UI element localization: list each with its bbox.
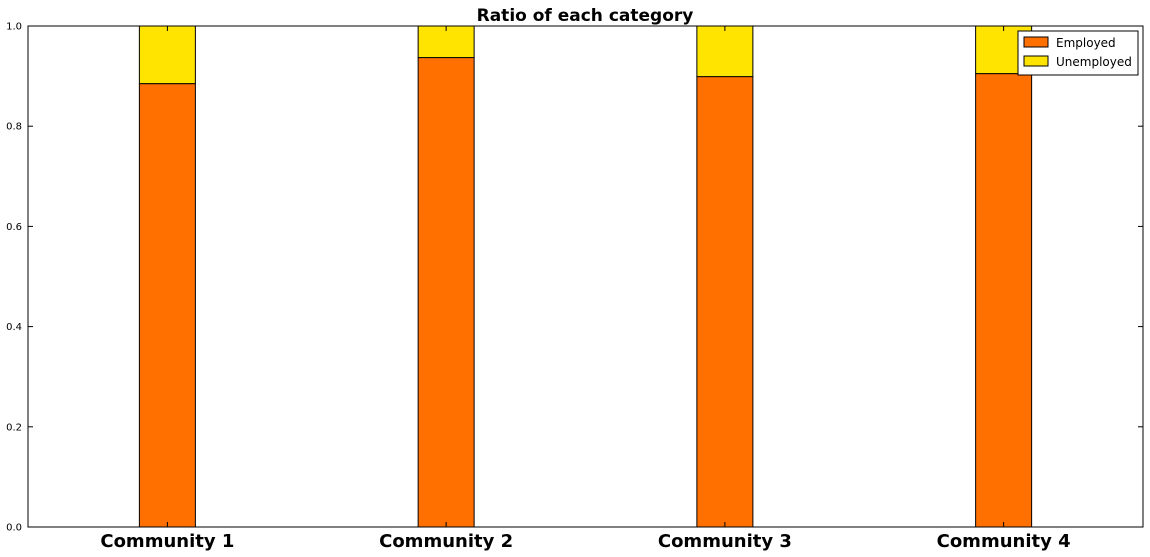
ticks-layer: Community 1 Community 2 Community 3 Communi… xyxy=(6,22,1143,552)
chart-title: Ratio of each category xyxy=(477,6,694,26)
legend-label-employed: Employed xyxy=(1056,36,1116,50)
bars-layer xyxy=(138,25,1033,528)
bar-unemployed-2 xyxy=(417,25,475,59)
legend-label-unemployed: Unemployed xyxy=(1056,55,1132,69)
xtick-label: Community 2 xyxy=(379,531,513,552)
xtick-label: Community 1 xyxy=(100,531,234,552)
ytick-label: 0.0 xyxy=(6,523,22,534)
xtick-label: Community 3 xyxy=(658,531,792,552)
ytick-label: 0.6 xyxy=(6,222,22,233)
ytick-label: 0.4 xyxy=(6,322,22,333)
legend: Employed Unemployed xyxy=(1017,30,1139,76)
ytick-label: 0.2 xyxy=(6,422,22,433)
plot-frame xyxy=(27,25,1144,528)
ytick-label: 0.8 xyxy=(6,122,22,133)
bar-employed-3 xyxy=(696,76,754,528)
bar-unemployed-1 xyxy=(138,25,196,85)
ytick-label: 1.0 xyxy=(6,22,22,33)
xtick-label: Community 4 xyxy=(937,531,1071,552)
bar-employed-4 xyxy=(975,73,1033,528)
bar-employed-1 xyxy=(138,83,196,528)
bar-unemployed-3 xyxy=(696,25,754,78)
legend-swatch-unemployed xyxy=(1023,55,1049,67)
legend-swatch-employed xyxy=(1023,36,1049,48)
bar-employed-2 xyxy=(417,57,475,528)
